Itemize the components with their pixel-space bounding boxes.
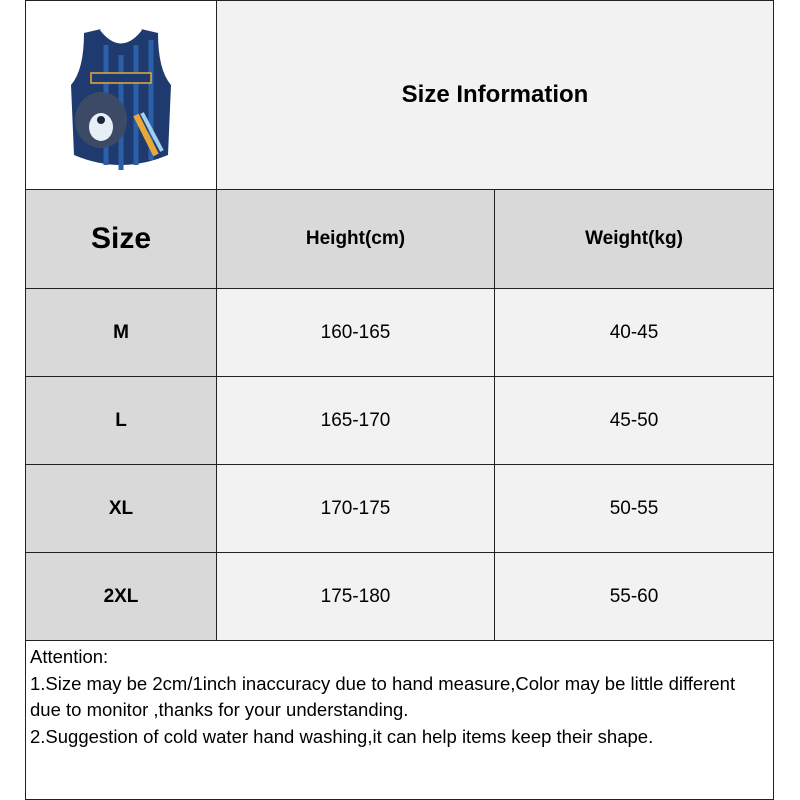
header-height: Height(cm) (216, 189, 495, 289)
page-title: Size Information (216, 0, 774, 190)
height-cell: 170-175 (216, 464, 495, 553)
size-cell: M (25, 288, 217, 377)
weight-cell: 50-55 (494, 464, 774, 553)
height-cell: 165-170 (216, 376, 495, 465)
note-item: 1.Size may be 2cm/1inch inaccuracy due t… (30, 672, 736, 721)
header-size: Size (25, 189, 217, 289)
weight-cell: 45-50 (494, 376, 774, 465)
size-cell: L (25, 376, 217, 465)
attention-notes: Attention: 1.Size may be 2cm/1inch inacc… (25, 640, 774, 800)
size-cell: 2XL (25, 552, 217, 641)
height-cell: 175-180 (216, 552, 495, 641)
notes-heading: Attention: (30, 646, 109, 667)
weight-cell: 55-60 (494, 552, 774, 641)
header-weight: Weight(kg) (494, 189, 774, 289)
note-item: 2.Suggestion of cold water hand washing,… (30, 725, 654, 747)
jersey-image (71, 28, 171, 170)
product-image-cell (25, 0, 217, 190)
height-cell: 160-165 (216, 288, 495, 377)
size-cell: XL (25, 464, 217, 553)
weight-cell: 40-45 (494, 288, 774, 377)
